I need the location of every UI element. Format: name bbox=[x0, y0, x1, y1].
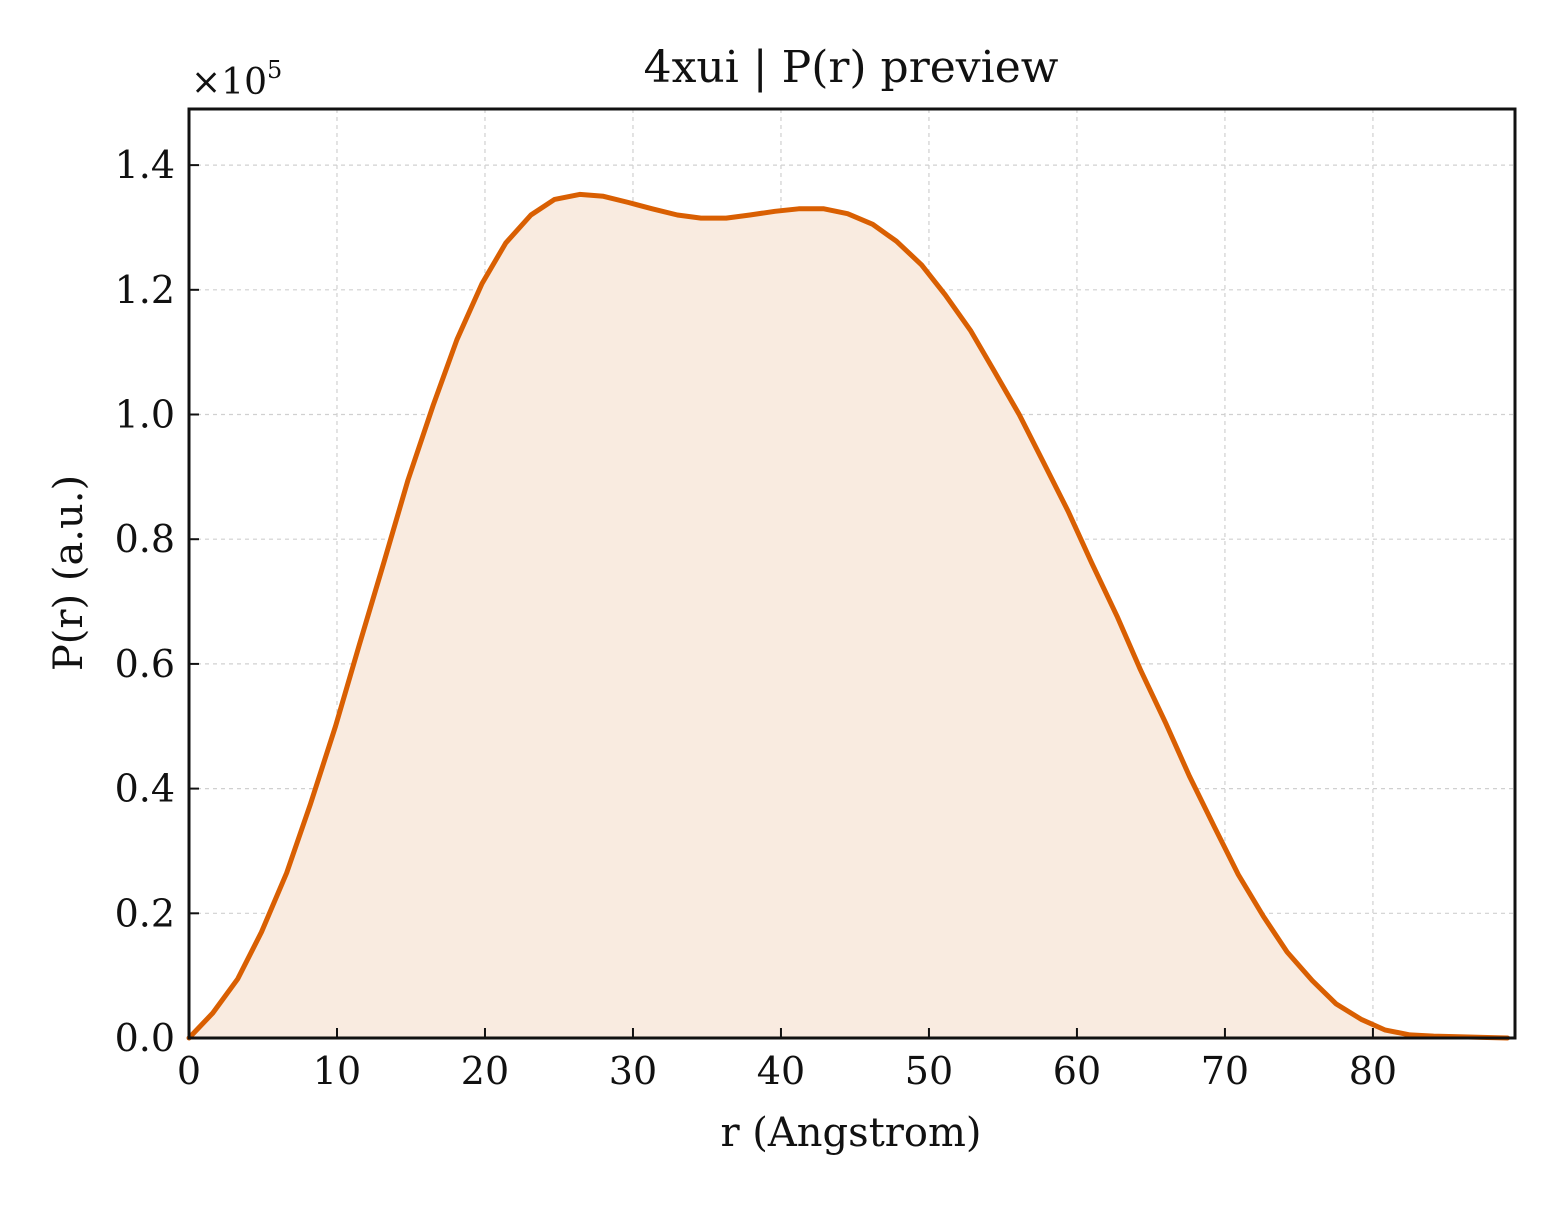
y-multiplier: ×105 bbox=[191, 56, 282, 103]
x-tick-label: 0 bbox=[177, 1049, 201, 1093]
x-tick-label: 60 bbox=[1053, 1049, 1101, 1093]
x-tick-label: 20 bbox=[461, 1049, 509, 1093]
chart-title: 4xui | P(r) preview bbox=[644, 42, 1059, 93]
y-tick-label: 1.4 bbox=[115, 143, 175, 187]
y-tick-label: 0.2 bbox=[115, 891, 175, 935]
y-tick-label: 0.8 bbox=[115, 517, 175, 561]
pr-curve-line bbox=[186, 191, 1511, 1041]
line-layer bbox=[186, 191, 1511, 1041]
x-tick-label: 80 bbox=[1349, 1049, 1397, 1093]
x-tick-label: 10 bbox=[313, 1049, 361, 1093]
x-tick-label: 70 bbox=[1201, 1049, 1249, 1093]
area-layer bbox=[189, 194, 1508, 1038]
y-multiplier-exponent: 5 bbox=[267, 56, 282, 84]
y-multiplier-base: ×10 bbox=[191, 62, 267, 103]
x-axis-label: r (Angstrom) bbox=[720, 1110, 981, 1156]
plot-frame bbox=[187, 107, 1517, 1040]
y-tick-label: 0.4 bbox=[115, 767, 175, 811]
x-tick-label: 40 bbox=[757, 1049, 805, 1093]
y-tick-label: 1.0 bbox=[115, 393, 175, 437]
x-tick-label: 30 bbox=[609, 1049, 657, 1093]
y-tick-label: 0.0 bbox=[115, 1016, 175, 1060]
pr-area-fill bbox=[189, 194, 1508, 1038]
y-tick-label: 1.2 bbox=[115, 268, 175, 312]
tick-layer: 0 10 20 30 40 50 60 70 80 0.0 0.2 0.4 0.6 0.8 1.0 1.2 1.… bbox=[115, 143, 1398, 1093]
x-tick-label: 50 bbox=[905, 1049, 953, 1093]
y-tick-label: 0.6 bbox=[115, 642, 175, 686]
y-axis-label: P(r) (a.u.) bbox=[46, 475, 92, 671]
